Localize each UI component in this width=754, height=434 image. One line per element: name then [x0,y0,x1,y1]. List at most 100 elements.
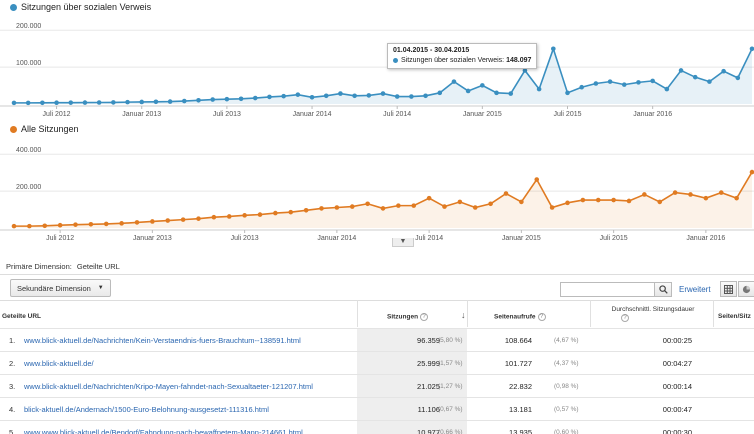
column-header-url[interactable]: Geteilte URL [2,313,41,320]
y-tick-label: 200.000 [16,23,41,30]
x-tick-label: Juli 2015 [553,111,581,118]
data-point [252,95,258,101]
column-header-sessions[interactable]: Sitzungen? [387,313,429,321]
data-point [380,91,386,96]
data-point [125,99,130,105]
sorted-column-shade [357,398,467,420]
x-tick-label: Januar 2013 [133,235,172,242]
data-point [224,96,230,102]
column-header-pages-per-session[interactable]: Seiten/Sitz [718,313,751,320]
data-point [338,91,343,96]
divider [0,274,754,275]
data-point [226,214,232,219]
x-tick-label: Juli 2014 [415,235,443,242]
pageviews-value: 22.832 [509,382,532,391]
legend-social-sessions[interactable]: Sitzungen über sozialen Verweis [10,2,151,12]
data-point [621,82,627,87]
social-sessions-chart[interactable]: 100.000 200.000 Juli 2012 Januar 2013 Juli 2… [0,14,754,122]
sessions-value: 11.106 [417,405,440,414]
table-row[interactable]: 5. www.www.blick-aktuell.de/Bendorf/Fahnd… [0,420,754,434]
search-button[interactable] [655,282,672,297]
url-link[interactable]: www.blick-aktuell.de/Nachrichten/Kripo-M… [24,382,313,391]
data-point [551,46,556,52]
data-point [678,68,684,73]
data-point [167,99,173,104]
table-row[interactable]: 2. www.blick-aktuell.de/25.999 (1,57 %) 101… [0,351,754,374]
legend-all-sessions[interactable]: Alle Sitzungen [10,124,79,134]
data-point [211,214,217,220]
y-tick-label: 400.000 [16,147,41,154]
y-tick-label: 200.000 [16,184,41,191]
data-point [565,90,570,96]
pageviews-percent: (4,67 %) [554,337,579,344]
data-point [288,209,294,215]
table-view-button[interactable] [720,281,737,297]
url-link[interactable]: www.blick-aktuell.de/ [24,359,94,368]
sessions-percent: (1,57 %) [438,360,463,367]
help-icon[interactable]: ? [621,314,629,323]
row-number: 1. [9,336,16,345]
pageviews-value: 13.935 [509,428,532,434]
x-tick-label: Januar 2013 [122,111,161,118]
data-point [465,88,471,94]
chevron-down-icon: ▼ [97,285,104,291]
url-link[interactable]: blick-aktuell.de/Andernach/1500-Euro-Bel… [24,405,269,414]
sessions-percent: (1,27 %) [438,383,463,390]
data-point [257,212,263,217]
column-header-duration[interactable]: Durchschnittl. Sitzungsdauer? [593,305,713,323]
data-point [25,100,31,106]
data-point [27,223,32,229]
data-point [519,199,524,205]
url-link[interactable]: www.www.blick-aktuell.de/Bendorf/Fahndun… [24,428,303,434]
x-tick-label: Januar 2015 [502,235,541,242]
sorted-column-shade [357,375,467,397]
tooltip-series: Sitzungen über sozialen Verweis: [401,57,505,64]
x-tick-label: Januar 2014 [317,235,356,242]
data-point [242,213,247,218]
table-row[interactable]: 4. blick-aktuell.de/Andernach/1500-Euro-B… [0,397,754,420]
data-point [437,90,443,96]
pie-view-button[interactable] [738,281,754,297]
data-point [334,205,340,210]
primary-dimension: Primäre Dimension: Geteilte URL [6,262,120,271]
data-point [96,100,102,105]
x-tick-label: Juli 2014 [383,111,411,118]
chart-collapse-toggle[interactable]: ▼ [392,238,414,247]
data-point [73,222,78,227]
data-point [119,221,124,226]
x-tick-label: Juli 2015 [600,235,628,242]
url-link[interactable]: www.blick-aktuell.de/Nachrichten/Kein-Ve… [24,336,301,345]
table-search-input[interactable] [560,282,655,297]
help-icon[interactable]: ? [420,313,429,321]
data-point [380,206,386,211]
data-point [595,197,601,203]
sort-descending-icon[interactable]: ↓ [461,310,466,320]
column-header-pageviews[interactable]: Seitenaufrufe? [494,313,546,321]
tooltip-date: 01.04.2015 - 30.04.2015 [393,47,470,54]
data-point [165,218,171,223]
advanced-filter-link[interactable]: Erweitert [679,285,711,294]
data-point [703,195,709,201]
data-point [103,221,109,227]
data-point [111,100,116,105]
table-row[interactable]: 1. www.blick-aktuell.de/Nachrichten/Kein-… [0,328,754,351]
data-point [472,205,478,210]
secondary-dimension-label: Sekundäre Dimension [17,283,91,293]
data-point [536,86,542,92]
secondary-dimension-dropdown[interactable]: Sekundäre Dimension ▼ [10,279,111,297]
data-point [692,74,698,80]
grid-icon [724,284,733,294]
help-icon[interactable]: ? [537,313,546,321]
data-point [488,201,493,207]
data-point [68,100,74,105]
data-point [40,100,45,106]
all-sessions-chart[interactable]: 200.000 400.000 Juli 2012 Januar 2013 Juli 2… [0,138,754,246]
data-point [636,80,641,85]
data-point [423,93,428,99]
data-point [42,223,48,229]
row-number: 4. [9,405,16,414]
x-tick-label: Januar 2016 [633,111,672,118]
table-row[interactable]: 3. www.blick-aktuell.de/Nachrichten/Kripo… [0,374,754,397]
row-number: 3. [9,382,16,391]
chart-tooltip: 01.04.2015 - 30.04.2015 Sitzungen über s… [387,43,538,69]
